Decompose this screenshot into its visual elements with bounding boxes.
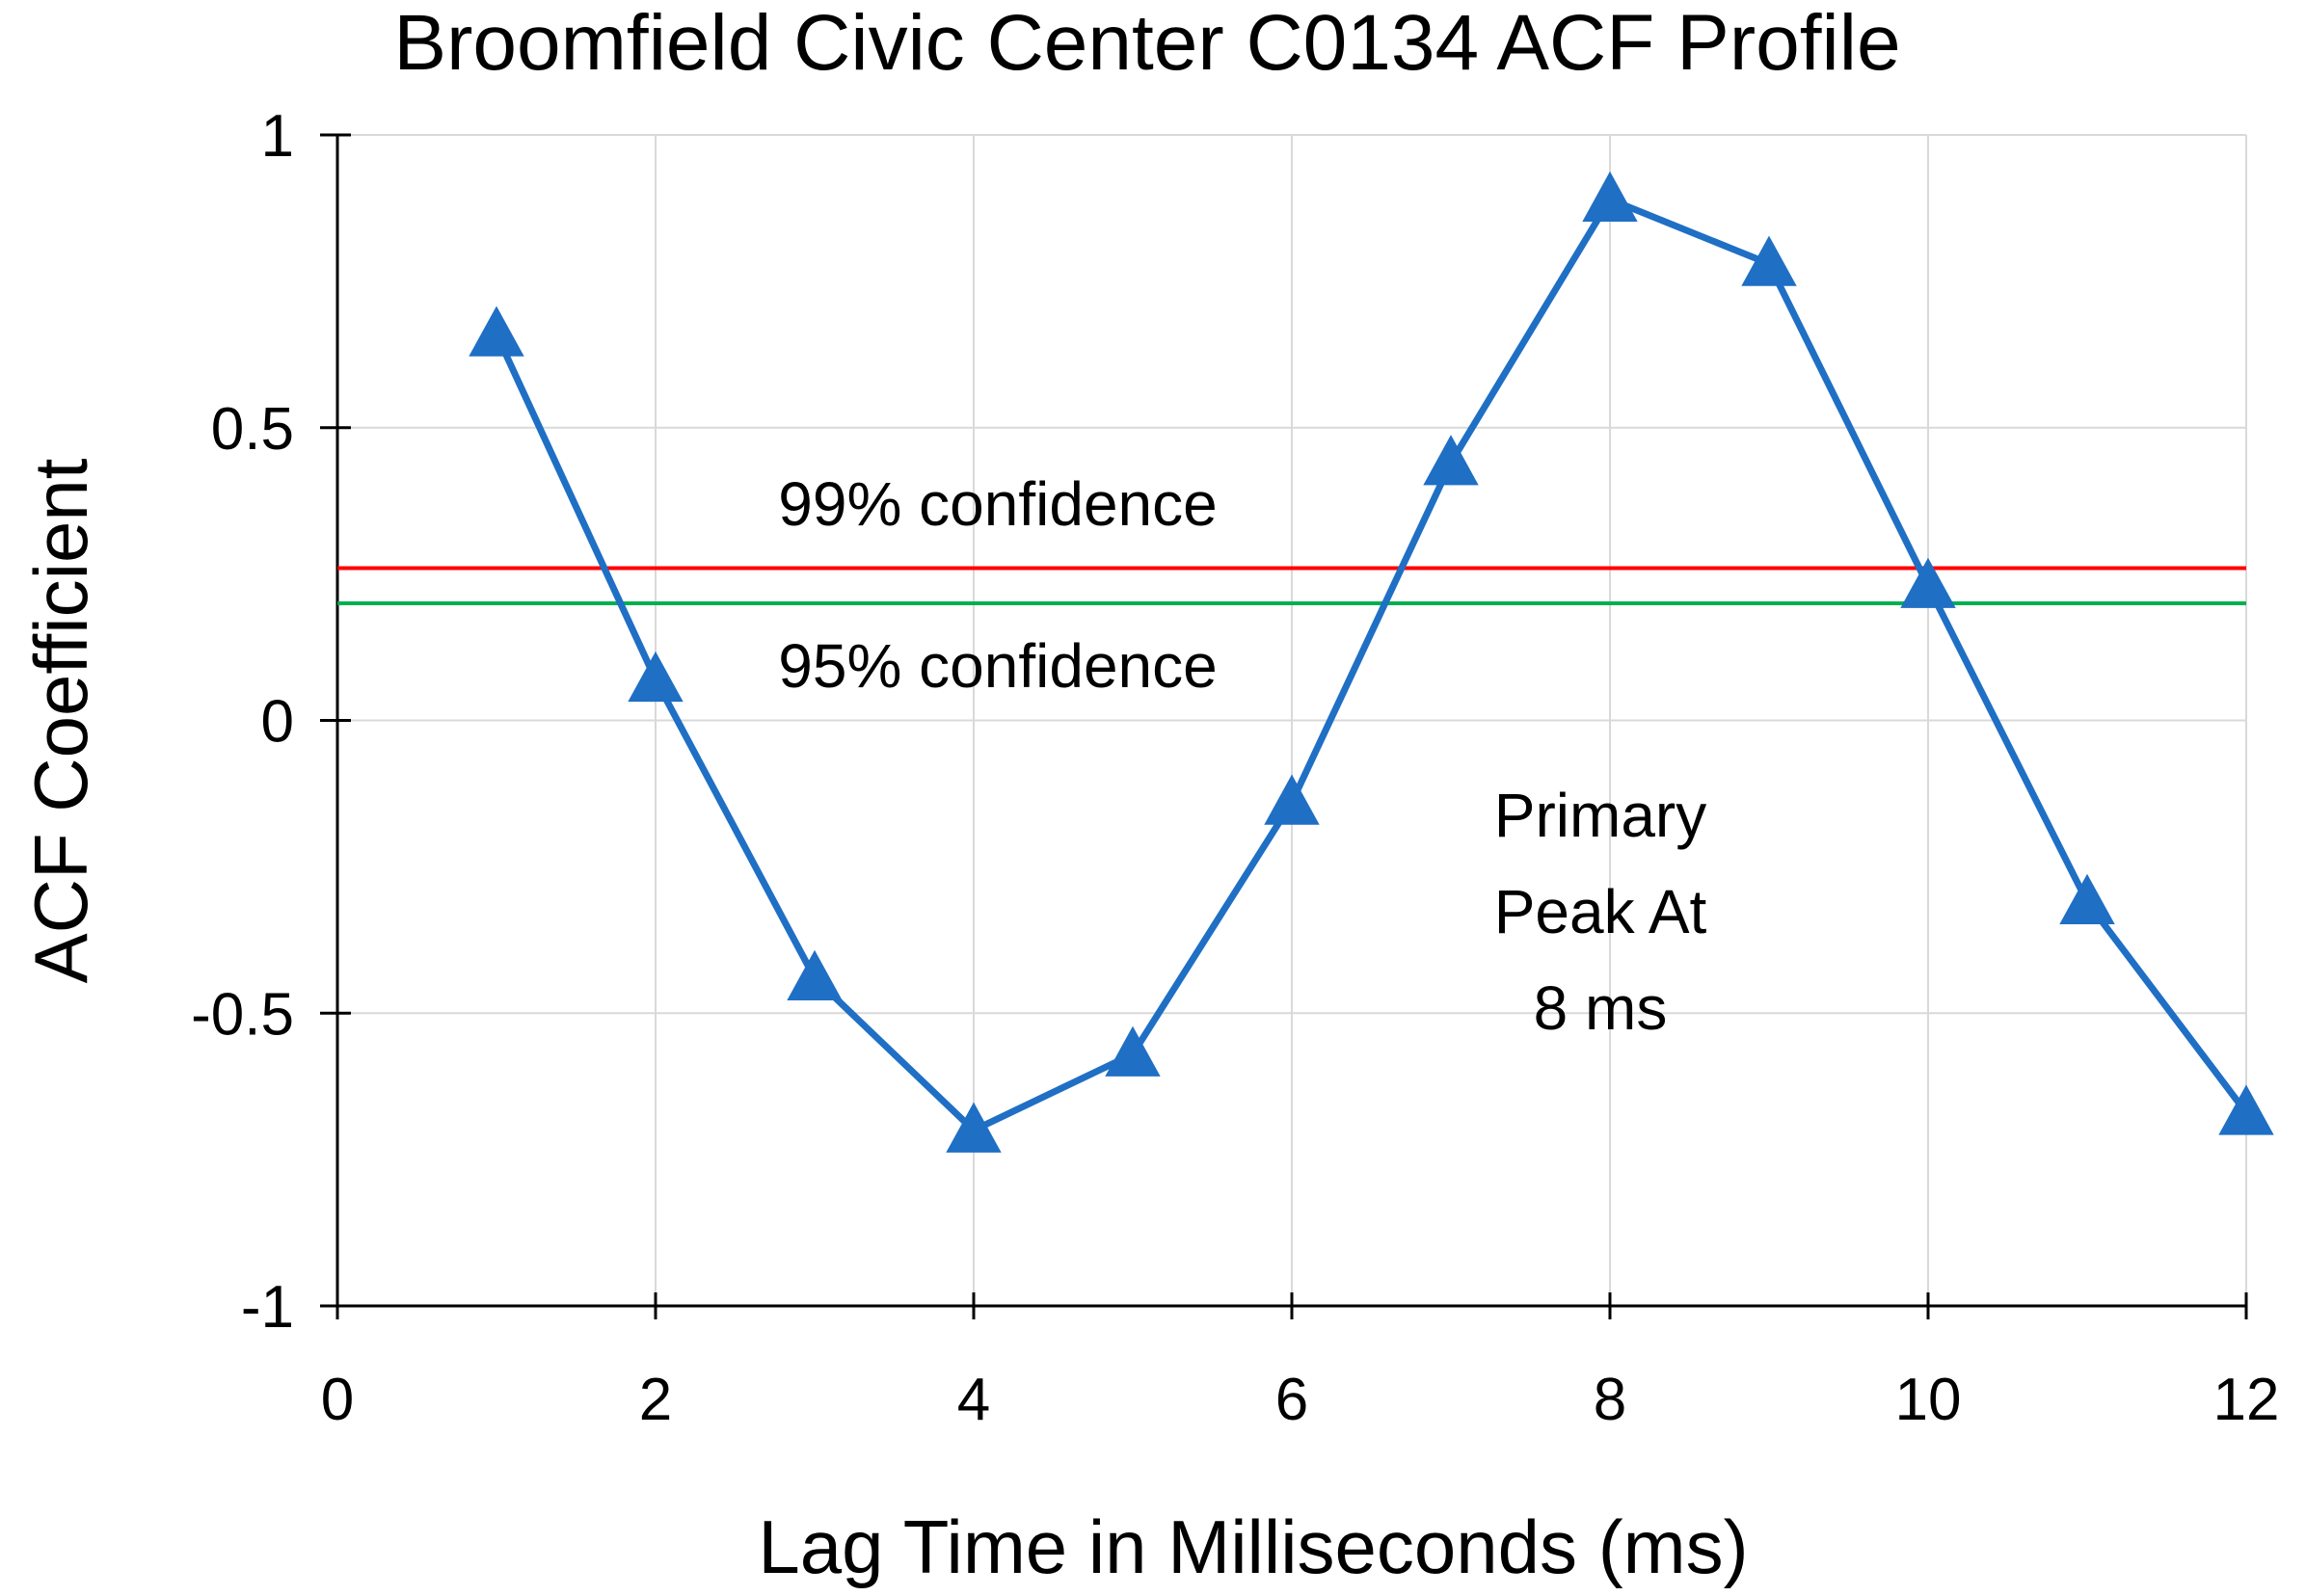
chart-title: Broomfield Civic Center C0134 ACF Profil… bbox=[393, 0, 1900, 87]
data-point-marker bbox=[787, 949, 843, 1000]
x-axis-label: Lag Time in Milliseconds (ms) bbox=[758, 1504, 1748, 1589]
peak-annotation-line-2: Peak At bbox=[1494, 877, 1707, 946]
peak-annotation-line-1: Primary bbox=[1494, 781, 1706, 850]
data-point-marker bbox=[2218, 1084, 2274, 1135]
ref-label-95: 95% confidence bbox=[778, 631, 1217, 701]
x-tick-label: 2 bbox=[639, 1367, 672, 1433]
x-tick-label: 4 bbox=[957, 1367, 990, 1433]
data-point-marker bbox=[469, 306, 524, 357]
gridlines bbox=[336, 134, 2247, 1307]
x-tick-label: 8 bbox=[1594, 1367, 1626, 1433]
data-point-marker bbox=[1264, 774, 1320, 825]
peak-annotation-line-3: 8 ms bbox=[1534, 973, 1668, 1043]
series-group bbox=[469, 171, 2274, 1153]
data-point-marker bbox=[1582, 171, 1638, 222]
y-tick-label: -1 bbox=[241, 1274, 294, 1341]
y-tick-label: 0 bbox=[261, 689, 294, 756]
data-point-marker bbox=[628, 651, 684, 703]
x-tick-label: 0 bbox=[321, 1367, 354, 1433]
y-tick-label: -0.5 bbox=[191, 981, 294, 1048]
y-axis-label: ACF Coefficient bbox=[18, 458, 103, 983]
y-tick-label: 0.5 bbox=[211, 396, 294, 463]
y-tick-label: 1 bbox=[261, 103, 294, 170]
series-line bbox=[493, 196, 2249, 1134]
data-point-marker bbox=[1900, 557, 1956, 608]
x-tick-label: 10 bbox=[1895, 1367, 1962, 1433]
data-point-marker bbox=[1105, 1025, 1161, 1077]
data-point-marker bbox=[946, 1102, 1002, 1153]
data-point-marker bbox=[2059, 873, 2115, 924]
data-point-marker bbox=[1423, 435, 1479, 486]
tick-labels: 0 2 4 6 8 10 12 -1 -0.5 0 0.5 1 bbox=[191, 103, 2279, 1433]
ref-label-99: 99% confidence bbox=[778, 469, 1217, 539]
data-point-marker bbox=[1741, 235, 1797, 286]
axes bbox=[320, 133, 2248, 1319]
x-tick-label: 6 bbox=[1275, 1367, 1308, 1433]
x-tick-label: 12 bbox=[2213, 1367, 2280, 1433]
